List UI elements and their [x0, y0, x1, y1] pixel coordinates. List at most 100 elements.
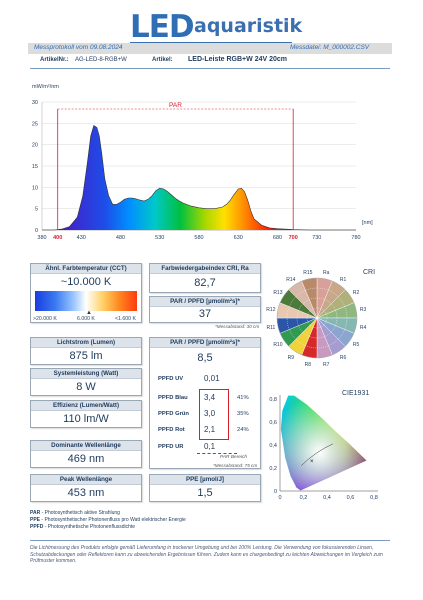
cri-label: R11	[266, 325, 275, 331]
par75-note: *Messabstand: 75 cm	[213, 463, 258, 468]
par30-box: PAR / PPFD [µmol/m²s]* 37	[149, 296, 261, 323]
ppe-title: PPE [µmol/J]	[150, 475, 260, 485]
ppfd-blau-pct: 41%	[237, 395, 249, 401]
dominante-title: Dominante Wellenlänge	[31, 441, 141, 451]
ppfd-par-highlight	[199, 389, 229, 440]
ppfd-rot-label: PPFD Rot	[158, 427, 185, 433]
ppfd-blau-label: PPFD Blau	[158, 395, 188, 401]
ppfd-uv-value: 0,01	[204, 374, 220, 383]
cie-y-tick: 0	[274, 489, 277, 495]
cie-x-tick: 0,6	[347, 495, 355, 501]
y-tick-label: 25	[32, 121, 38, 127]
legend-ppe-abbr: PPE	[30, 517, 41, 523]
cie-y-tick: 0,6	[269, 420, 277, 426]
cie-x-tick: 0	[278, 495, 281, 501]
x-tick-label: 580	[194, 235, 203, 241]
cri-label: R5	[353, 342, 360, 348]
ppfd-ur-value: 0,1	[204, 442, 216, 451]
spectrum-y-ticks: 30 25 20 15 10 5 0	[32, 100, 38, 234]
systemleistung-box: Systemleistung (Watt) 8 W	[30, 368, 142, 396]
par30-title: PAR / PPFD [µmol/m²s]*	[150, 297, 260, 307]
protocol-bar: Messprotokoll vom 09.08.2024 Messdatei: …	[28, 43, 392, 54]
cie-y-tick: 0,2	[269, 466, 277, 472]
cct-box: Ähnl. Farbtemperatur (CCT) ~10.000 K ▲ >…	[30, 263, 142, 323]
cri-wheel: Ra R1 R2 R3 R4 R5 R6 R7 R8 R9 R10 R11 R12 R13 R14 R15	[266, 270, 366, 368]
lichtstrom-box: Lichtstrom (Lumen) 875 lm	[30, 337, 142, 365]
legend-ppe-text: - Photosynthetischer Photonenfluss pro W…	[40, 517, 186, 523]
cri-chart-title: CRI	[363, 269, 375, 276]
article-label: Artikel:	[152, 57, 173, 63]
cri-ring	[306, 307, 328, 329]
spectrum-x-unit: [nm]	[362, 220, 373, 226]
cct-title: Ähnl. Farbtemperatur (CCT)	[31, 264, 141, 274]
article-name: LED-Leiste RGB+W 24V 20cm	[188, 56, 288, 63]
cri-chart: Ra R1 R2 R3 R4 R5 R6 R7 R8 R9 R10 R11 R12 R13 R14 R15 C…	[266, 269, 375, 368]
x-tick-label: 480	[116, 235, 125, 241]
legend-ppfd-abbr: PPFD	[30, 524, 44, 530]
cri-label: R2	[353, 290, 360, 296]
cct-scale-low: <1.600 K	[115, 316, 136, 322]
cri-label: R15	[303, 270, 312, 276]
footer-disclaimer: Die Lichtmessung des Produkts erfolgte g…	[30, 545, 383, 565]
y-tick-label: 20	[32, 143, 38, 149]
cct-scale-mid: 6.000 K	[77, 316, 95, 322]
cie-x-tick: 0,2	[300, 495, 308, 501]
legend-ppfd: PPFD - Photosynthetische Photonenflussdi…	[30, 524, 186, 531]
article-no: AG-LED-8-RGB+W	[75, 57, 127, 63]
cie-y-tick: 0,4	[269, 443, 277, 449]
x-tick-label: 400	[53, 235, 62, 241]
logo-sub: aquaristik	[194, 15, 303, 37]
ppe-box: PPE [µmol/J] 1,5	[149, 474, 261, 502]
cie-x-tick: 0,8	[370, 495, 378, 501]
lichtstrom-value: 875 lm	[69, 350, 103, 362]
legend-ppe: PPE - Photosynthetischer Photonenfluss p…	[30, 517, 186, 524]
cri-label: R9	[288, 355, 295, 361]
legend-par: PAR - Photosynthetisch aktive Strahlung	[30, 510, 186, 517]
par75-box: PAR / PPFD [µmol/m²s]* 8,5 PPFD UV 0,01 …	[149, 337, 261, 469]
par75-value: 8,5	[197, 352, 213, 364]
spectrum-curve	[42, 125, 356, 231]
article-underline	[30, 68, 390, 69]
legend-par-text: - Photosynthetisch aktive Strahlung	[40, 510, 120, 516]
article-row: ArtikelNr.: AG-LED-8-RGB+W Artikel: LED-…	[30, 56, 390, 68]
par-range-legend-line	[197, 453, 237, 454]
cri-label: R3	[360, 307, 367, 313]
spectrum-unit: mW/m²/nm	[32, 84, 59, 90]
cri-label: R1	[340, 277, 347, 283]
cri-outer-ring	[276, 277, 358, 359]
cri-title: Farbwiedergabeindex CRI, Ra	[150, 264, 260, 274]
cri-label: R8	[305, 362, 312, 368]
x-tick-label: 630	[234, 235, 243, 241]
cie-point: ×	[310, 459, 314, 465]
lichtstrom-title: Lichtstrom (Lumen)	[31, 338, 141, 348]
peak-title: Peak Wellenlänge	[31, 475, 141, 485]
cie-title: CIE1931	[342, 390, 369, 397]
cri-label: R6	[340, 355, 347, 361]
y-tick-label: 15	[32, 164, 38, 170]
x-tick-label: 530	[155, 235, 164, 241]
measurement-file: Messdatei: M_000002.CSV	[290, 44, 370, 51]
abbreviations-legend: PAR - Photosynthetisch aktive Strahlung …	[30, 510, 186, 531]
cri-value: 82,7	[194, 277, 216, 289]
cie-point-marker: ×	[300, 443, 333, 466]
spectrum-x-ticks: 380 400 430 480 530 580 630 680 700 730 780	[37, 235, 360, 241]
legend-ppfd-text: - Photosynthetische Photonenflussdichte	[43, 524, 136, 530]
ppfd-blau-value: 3,4	[204, 393, 216, 402]
ppfd-gruen-pct: 35%	[237, 411, 249, 417]
cri-label: R13	[273, 290, 282, 296]
cct-gradient	[35, 291, 137, 311]
x-tick-label: 780	[351, 235, 360, 241]
x-tick-label: 680	[273, 235, 282, 241]
cri-label: R12	[266, 307, 275, 313]
effizienz-box: Effizienz (Lumen/Watt) 110 lm/W	[30, 400, 142, 428]
cie-planck-locus	[300, 443, 333, 466]
legend-par-abbr: PAR	[30, 510, 41, 516]
y-tick-label: 10	[32, 185, 38, 191]
cie-y-tick: 0,8	[269, 397, 277, 403]
cie-axes: 0,8 0,6 0,4 0,2 00 0,2 0,4 0,6 0,8	[269, 395, 378, 501]
cri-label: R4	[360, 325, 367, 331]
par30-note: *Messabstand: 30 cm	[215, 324, 260, 329]
ppfd-rot-value: 2,1	[204, 425, 216, 434]
cri-label: R10	[273, 342, 282, 348]
par-range-marker	[57, 108, 294, 230]
